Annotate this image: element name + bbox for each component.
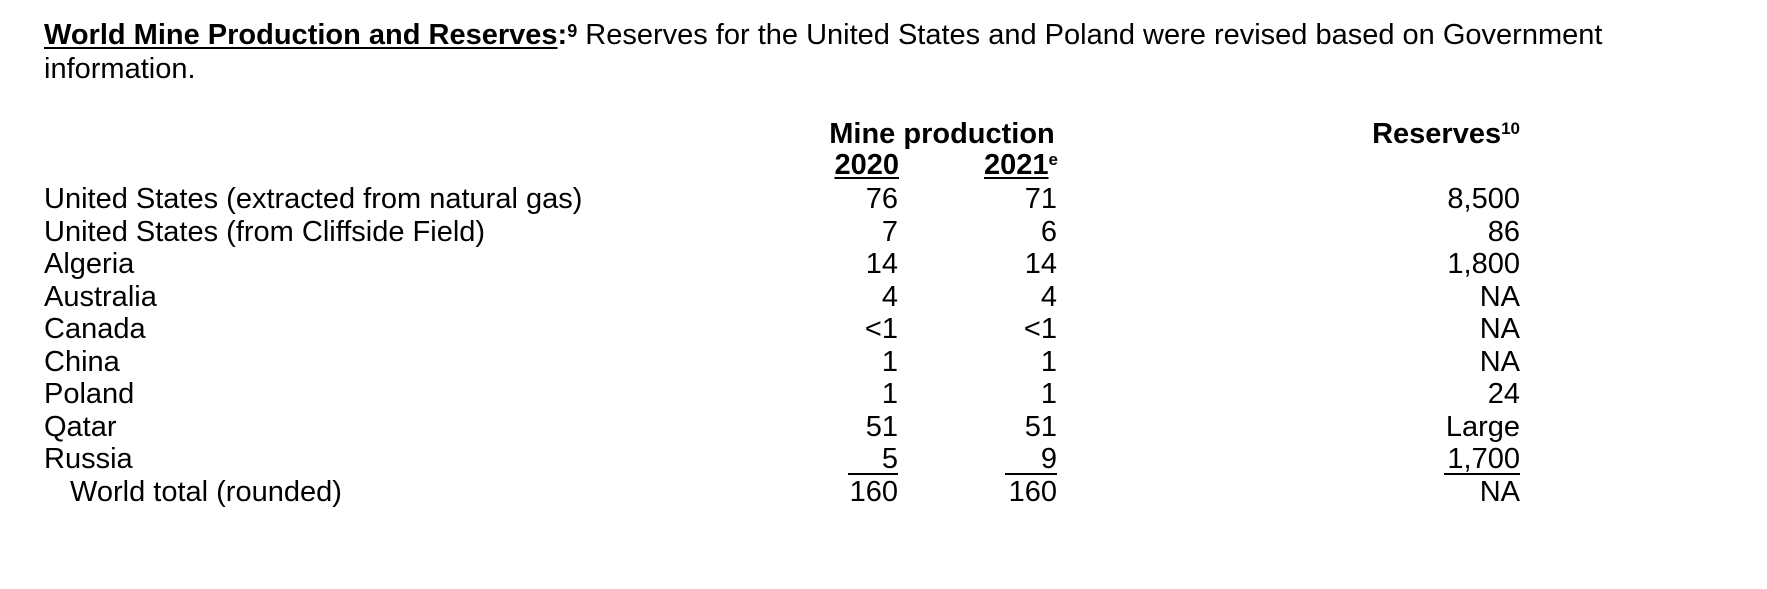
reserves-value: Large — [1445, 410, 1520, 443]
country-name: United States (from Cliffside Field) — [44, 215, 486, 248]
year-2021-label: 2021 — [984, 149, 1049, 181]
intro-text: Reserves for the United States and Polan… — [44, 19, 1603, 85]
country-name: Australia — [44, 280, 157, 313]
production-2020: 7 — [881, 215, 898, 248]
table-row: Russia 5 9 1,700 — [0, 443, 1767, 476]
production-2021: 4 — [1040, 280, 1057, 313]
country-name: Poland — [44, 378, 135, 410]
reserves-value: NA — [1479, 280, 1520, 313]
production-2020: 4 — [881, 280, 898, 313]
reserves-value: 1,700 — [1447, 443, 1520, 475]
table-row: United States (from Cliffside Field) 7 6… — [0, 216, 1767, 249]
estimate-marker: e — [1048, 150, 1058, 169]
production-2021: <1 — [1023, 313, 1057, 345]
country-name: Canada — [44, 313, 146, 345]
total-row: World total (rounded) 160 160 NA — [0, 476, 1767, 509]
reserves-value: 86 — [1487, 215, 1520, 248]
country-name: United States (extracted from natural ga… — [44, 183, 583, 215]
year-2020-header: 2020 — [834, 149, 899, 181]
section-heading: World Mine Production and Reserves — [44, 19, 558, 51]
reserves-value: 1,800 — [1447, 248, 1520, 280]
subtotal-rule-reserves — [1444, 473, 1520, 475]
production-2021: 51 — [1024, 410, 1057, 443]
total-2020: 160 — [849, 475, 898, 508]
production-2020: 1 — [881, 378, 898, 410]
production-2021: 71 — [1024, 183, 1057, 215]
country-name: Russia — [44, 443, 133, 475]
production-2020: 5 — [881, 443, 898, 475]
reserves-header: Reserves10 — [1300, 118, 1520, 150]
production-2020: 14 — [865, 248, 898, 280]
total-2021: 160 — [1008, 475, 1057, 508]
heading-colon: : — [557, 19, 568, 51]
production-2020: <1 — [864, 313, 898, 345]
footnote-marker: 9 — [567, 21, 578, 41]
production-2021: 14 — [1024, 248, 1057, 280]
production-2020: 51 — [865, 410, 898, 443]
table-row: United States (extracted from natural ga… — [0, 183, 1767, 216]
reserves-value: NA — [1479, 313, 1520, 345]
table-row: Qatar 51 51 Large — [0, 411, 1767, 444]
mine-production-header: Mine production — [829, 118, 1055, 150]
intro-paragraph: World Mine Production and Reserves:9 Res… — [44, 18, 1744, 86]
total-label: World total (rounded) — [70, 475, 342, 508]
reserves-value: 8,500 — [1447, 183, 1520, 215]
table-row: Poland 1 1 24 — [0, 378, 1767, 411]
table-row: China 1 1 NA — [0, 346, 1767, 379]
total-reserves: NA — [1479, 475, 1520, 508]
country-name: China — [44, 345, 120, 378]
table-row: Australia 4 4 NA — [0, 281, 1767, 314]
subtotal-rule-2021 — [1005, 473, 1057, 475]
country-name: Algeria — [44, 248, 135, 280]
reserves-footnote-marker: 10 — [1501, 119, 1520, 138]
production-2021: 1 — [1040, 378, 1057, 410]
country-name: Qatar — [44, 410, 117, 443]
subtotal-rule-2020 — [848, 473, 898, 475]
production-2021: 6 — [1040, 215, 1057, 248]
production-2021: 9 — [1040, 443, 1057, 475]
year-2021-header: 2021e — [975, 149, 1058, 181]
production-2020: 1 — [881, 345, 898, 378]
table-row: Algeria 14 14 1,800 — [0, 248, 1767, 281]
reserves-label: Reserves — [1372, 118, 1502, 150]
production-table: United States (extracted from natural ga… — [0, 183, 1767, 508]
reserves-value: NA — [1479, 345, 1520, 378]
table-row: Canada <1 <1 NA — [0, 313, 1767, 346]
production-2021: 1 — [1040, 345, 1057, 378]
production-2020: 76 — [865, 183, 898, 215]
reserves-value: 24 — [1487, 378, 1520, 410]
